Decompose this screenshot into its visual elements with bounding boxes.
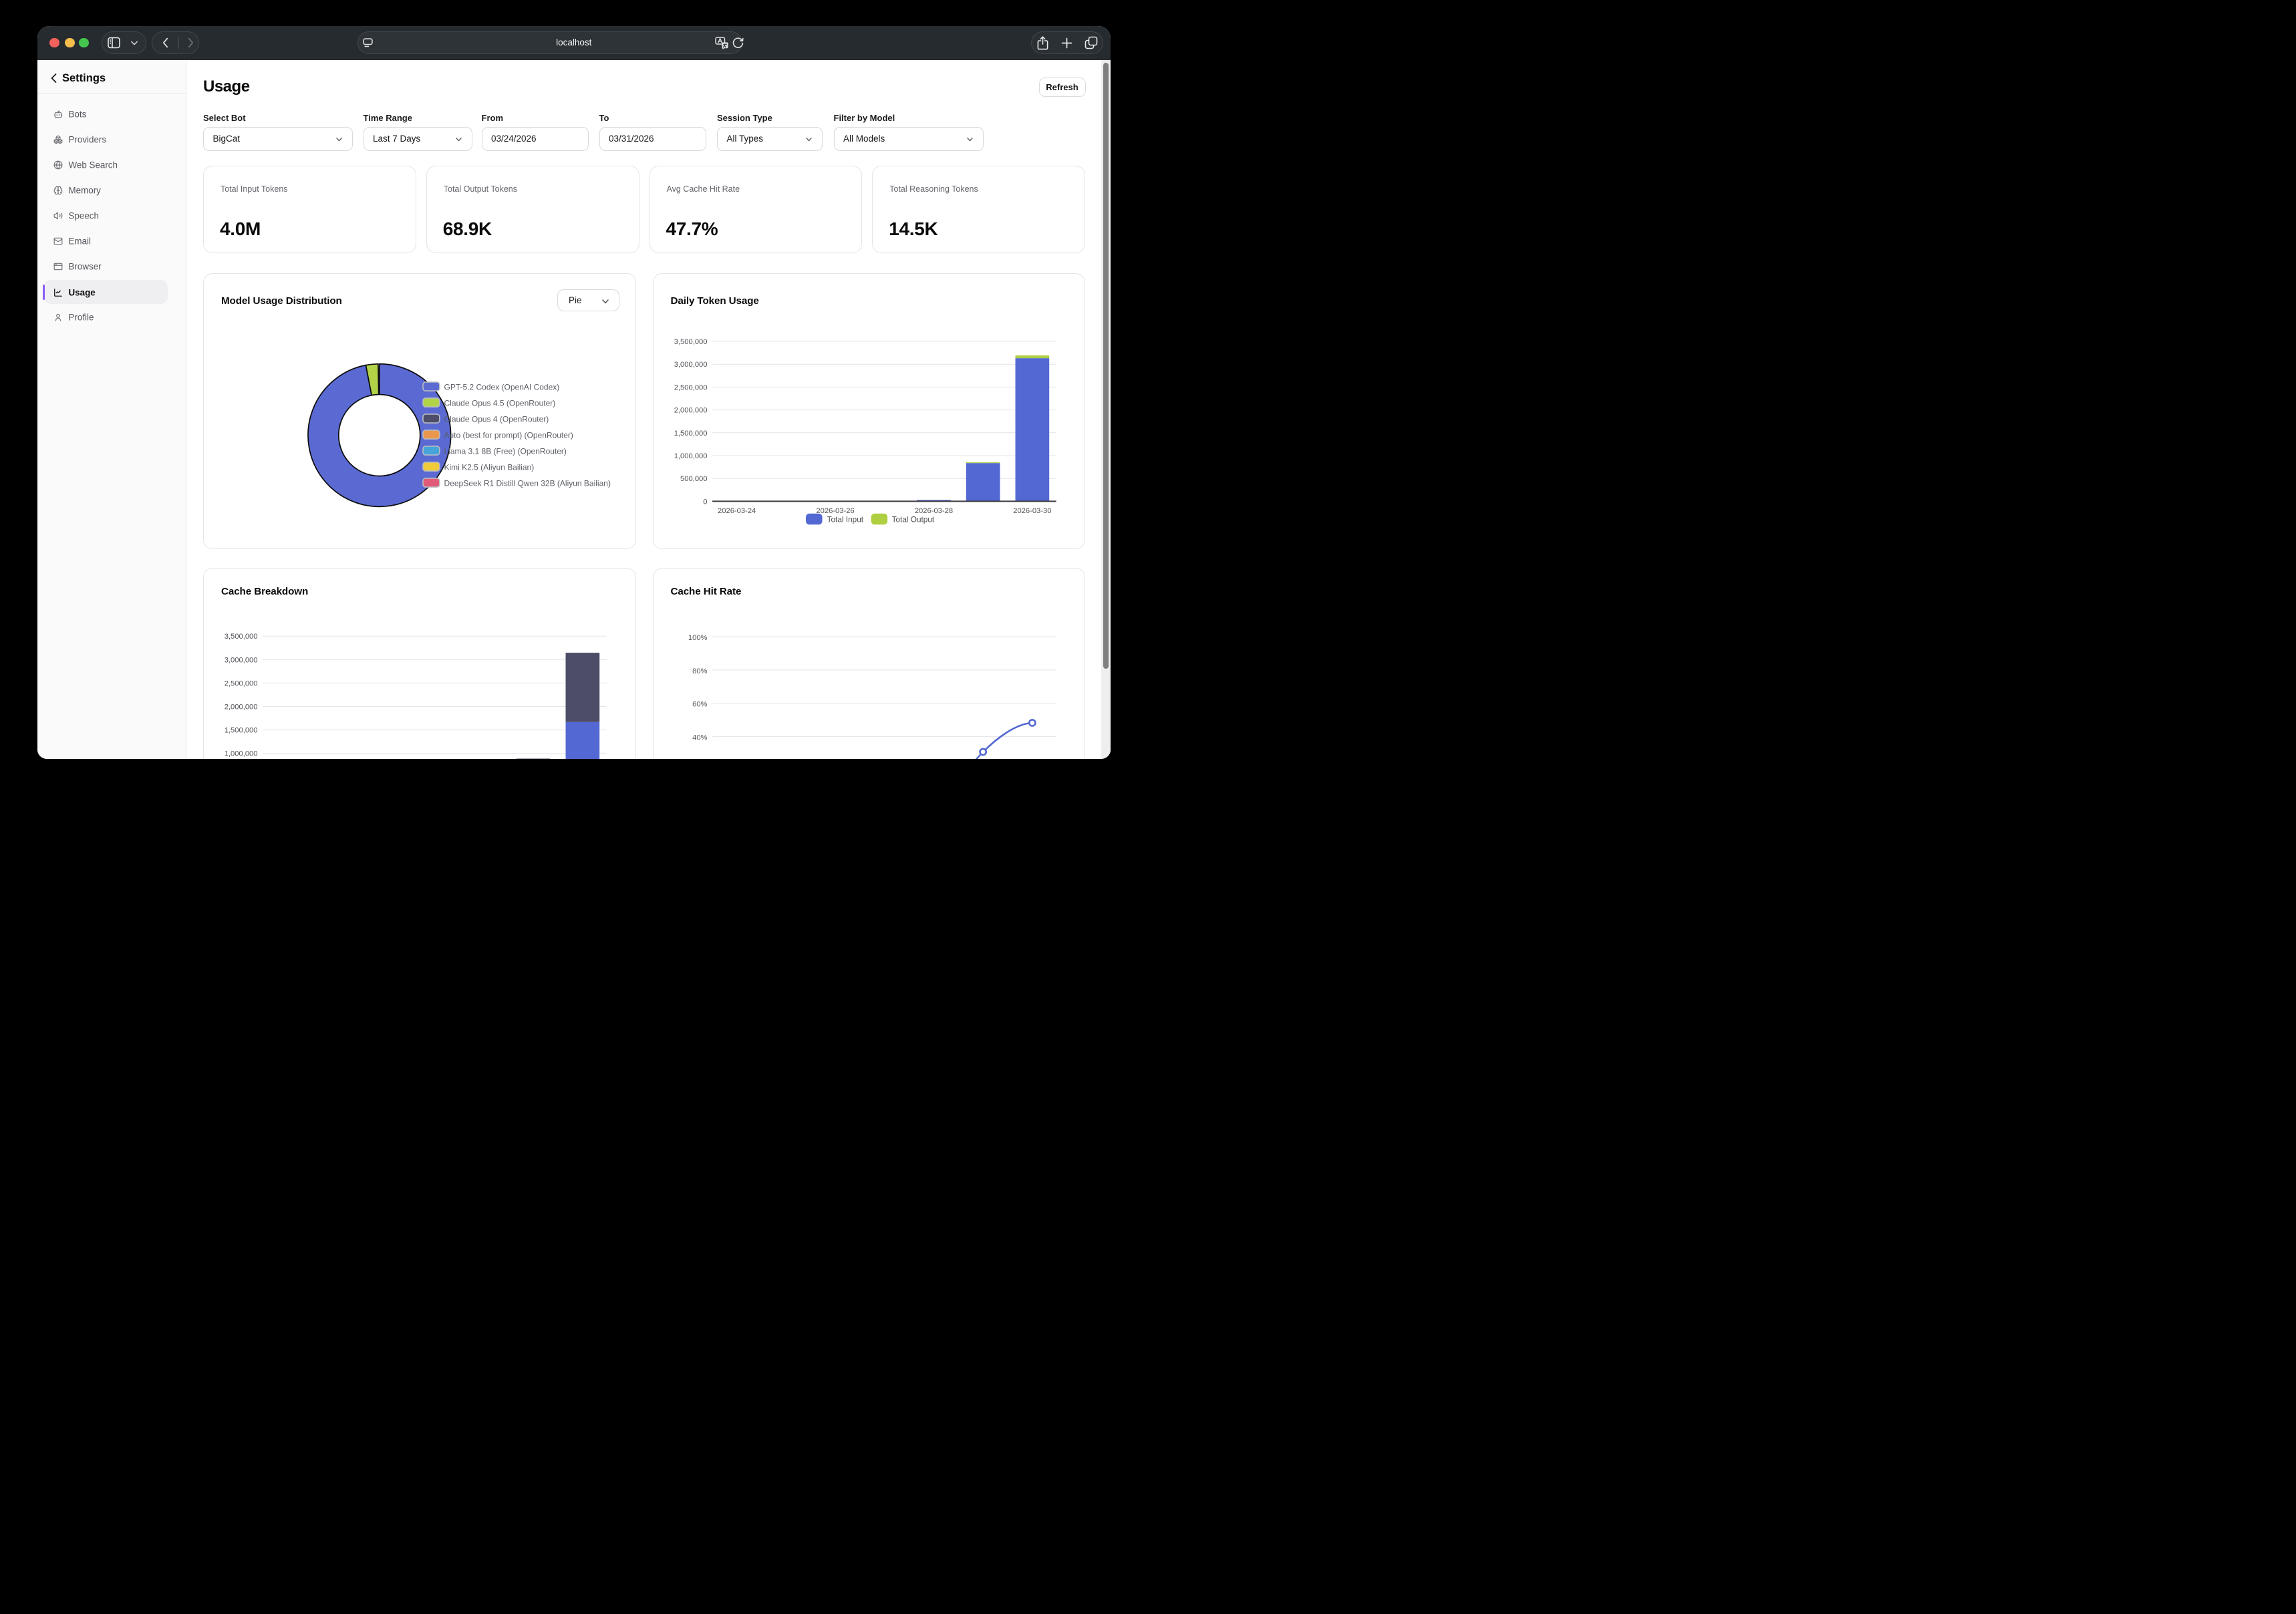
svg-text:80%: 80% [692,667,707,675]
svg-text:1,000,000: 1,000,000 [225,750,258,758]
svg-text:2,500,000: 2,500,000 [225,679,258,687]
svg-text:Total Input: Total Input [827,514,863,524]
svg-text:DeepSeek R1 Distill Qwen 32B (: DeepSeek R1 Distill Qwen 32B (Aliyun Bai… [444,478,611,488]
svg-text:2,000,000: 2,000,000 [225,703,258,711]
svg-text:500,000: 500,000 [680,475,707,483]
svg-text:1,500,000: 1,500,000 [225,726,258,734]
svg-text:GPT-5.2 Codex (OpenAI Codex): GPT-5.2 Codex (OpenAI Codex) [444,382,560,391]
svg-text:2,500,000: 2,500,000 [674,383,707,391]
svg-text:100%: 100% [688,634,707,642]
svg-text:0: 0 [703,498,707,506]
svg-text:60%: 60% [692,700,707,708]
svg-text:2026-03-30: 2026-03-30 [1013,507,1051,515]
svg-text:Kimi K2.5 (Aliyun Bailian): Kimi K2.5 (Aliyun Bailian) [444,462,535,472]
svg-text:Claude Opus 4 (OpenRouter): Claude Opus 4 (OpenRouter) [444,414,549,424]
svg-text:3,500,000: 3,500,000 [674,338,707,346]
svg-text:Auto (best for prompt) (OpenRo: Auto (best for prompt) (OpenRouter) [444,430,573,440]
svg-text:3,500,000: 3,500,000 [225,633,258,641]
svg-text:40%: 40% [692,734,707,742]
svg-text:3,000,000: 3,000,000 [225,656,258,664]
svg-text:2,000,000: 2,000,000 [674,406,707,414]
svg-text:Total Output: Total Output [891,514,934,524]
svg-text:3,000,000: 3,000,000 [674,361,707,369]
svg-text:Claude Opus 4.5 (OpenRouter): Claude Opus 4.5 (OpenRouter) [444,398,556,408]
svg-text:Llama 3.1 8B (Free) (OpenRoute: Llama 3.1 8B (Free) (OpenRouter) [444,446,567,456]
svg-text:1,000,000: 1,000,000 [674,452,707,460]
svg-text:2026-03-24: 2026-03-24 [718,507,756,515]
svg-text:1,500,000: 1,500,000 [674,429,707,437]
svg-text:2026-03-28: 2026-03-28 [914,507,952,515]
svg-text:2026-03-26: 2026-03-26 [816,507,854,515]
